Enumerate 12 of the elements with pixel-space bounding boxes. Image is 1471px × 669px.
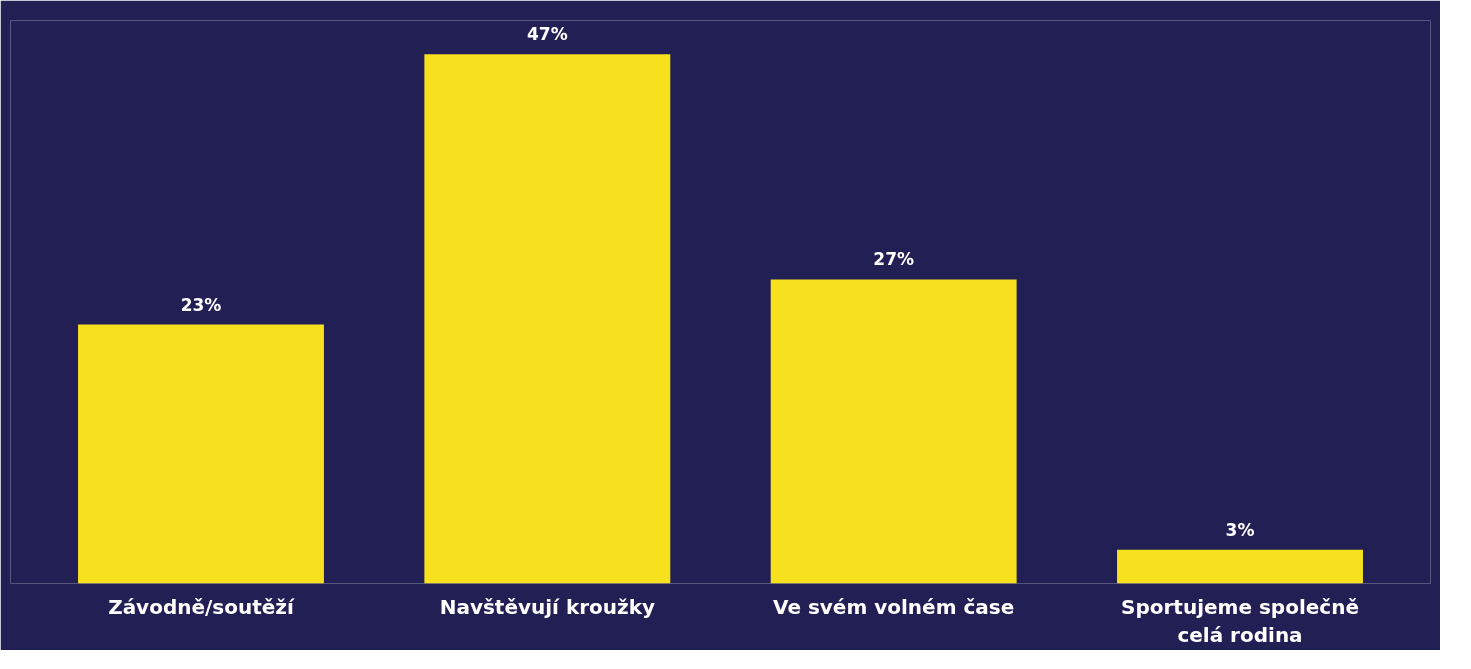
x-tick-label: Ve svém volném čase bbox=[773, 594, 1015, 619]
x-tick-label: Závodně/soutěží bbox=[108, 594, 295, 619]
data-label: 27% bbox=[873, 249, 915, 270]
bar bbox=[1117, 549, 1363, 584]
bar bbox=[424, 54, 671, 584]
bar bbox=[770, 279, 1017, 584]
x-tick-label: Sportujeme společně celá rodina bbox=[1121, 594, 1359, 648]
bar bbox=[78, 324, 324, 584]
data-label: 23% bbox=[180, 294, 222, 315]
x-tick-label: Navštěvují kroužky bbox=[439, 594, 656, 619]
data-label: 47% bbox=[526, 24, 568, 45]
data-label: 3% bbox=[1225, 519, 1255, 540]
